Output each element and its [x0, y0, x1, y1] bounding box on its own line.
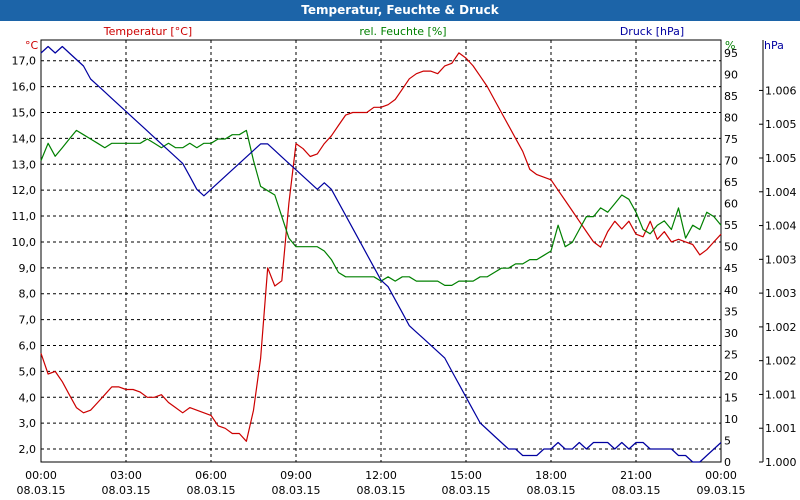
series-line-humidity [40, 129, 722, 286]
x-tick-time: 00:00 [705, 469, 737, 482]
humidity-unit: % [725, 39, 735, 52]
y-tick-pressure: 1.001 [765, 422, 797, 435]
y-tick-pressure: 1.006 [765, 84, 797, 97]
y-tick-temperature: 3,0 [19, 417, 37, 430]
y-tick-pressure: 1.005 [765, 152, 797, 165]
x-tick-date: 08.03.15 [612, 484, 661, 497]
x-tick-date: 08.03.15 [357, 484, 406, 497]
x-tick-date: 08.03.15 [442, 484, 491, 497]
y-tick-humidity: 85 [724, 90, 738, 103]
series-line-temperature [40, 52, 722, 442]
y-tick-temperature: 17,0 [12, 55, 37, 68]
y-tick-humidity: 30 [724, 327, 738, 340]
y-tick-pressure: 1.004 [765, 186, 797, 199]
y-tick-humidity: 60 [724, 198, 738, 211]
y-tick-temperature: 7,0 [19, 314, 37, 327]
x-tick-time: 03:00 [110, 469, 142, 482]
y-tick-pressure: 1.001 [765, 388, 797, 401]
y-tick-humidity: 35 [724, 305, 738, 318]
x-tick-time: 06:00 [195, 469, 227, 482]
y-tick-humidity: 65 [724, 176, 738, 189]
y-tick-humidity: 15 [724, 391, 738, 404]
humidity-axis-label: rel. Feuchte [%] [359, 25, 446, 38]
y-tick-humidity: 40 [724, 284, 738, 297]
x-tick-date: 08.03.15 [187, 484, 236, 497]
y-tick-temperature: 6,0 [19, 339, 37, 352]
y-tick-temperature: 13,0 [12, 158, 37, 171]
y-tick-temperature: 9,0 [19, 262, 37, 275]
y-tick-humidity: 90 [724, 68, 738, 81]
y-tick-pressure: 1.002 [765, 355, 797, 368]
y-tick-pressure: 1.005 [765, 118, 797, 131]
y-tick-humidity: 75 [724, 133, 738, 146]
x-tick-time: 12:00 [365, 469, 397, 482]
y-tick-pressure: 1.004 [765, 220, 797, 233]
y-tick-temperature: 11,0 [12, 210, 37, 223]
x-tick-time: 00:00 [25, 469, 57, 482]
y-tick-temperature: 14,0 [12, 132, 37, 145]
x-tick-time: 18:00 [535, 469, 567, 482]
x-tick-date: 08.03.15 [272, 484, 321, 497]
x-tick-time: 21:00 [620, 469, 652, 482]
y-tick-humidity: 50 [724, 241, 738, 254]
y-tick-temperature: 10,0 [12, 236, 37, 249]
y-tick-humidity: 20 [724, 370, 738, 383]
x-tick-date: 08.03.15 [102, 484, 151, 497]
temperature-unit: °C [25, 39, 39, 52]
y-tick-humidity: 80 [724, 112, 738, 125]
y-tick-humidity: 0 [724, 456, 731, 469]
chart-title: Temperatur, Feuchte & Druck [0, 0, 800, 21]
series-line-pressure [40, 45, 722, 463]
y-tick-humidity: 70 [724, 155, 738, 168]
x-tick-date: 08.03.15 [527, 484, 576, 497]
temperature-axis-label: Temperatur [°C] [103, 25, 192, 38]
y-tick-humidity: 10 [724, 413, 738, 426]
y-tick-humidity: 45 [724, 262, 738, 275]
pressure-unit: hPa [764, 39, 784, 52]
y-tick-temperature: 4,0 [19, 391, 37, 404]
x-tick-time: 09:00 [280, 469, 312, 482]
y-tick-humidity: 95 [724, 47, 738, 60]
y-tick-pressure: 1.003 [765, 287, 797, 300]
y-tick-temperature: 2,0 [19, 443, 37, 456]
y-tick-humidity: 25 [724, 348, 738, 361]
y-tick-pressure: 1.002 [765, 321, 797, 334]
y-tick-temperature: 15,0 [12, 106, 37, 119]
y-tick-temperature: 16,0 [12, 81, 37, 94]
y-tick-humidity: 5 [724, 434, 731, 447]
y-tick-pressure: 1.000 [765, 456, 797, 469]
y-tick-temperature: 5,0 [19, 365, 37, 378]
y-tick-temperature: 8,0 [19, 288, 37, 301]
x-tick-time: 15:00 [450, 469, 482, 482]
x-tick-date: 09.03.15 [697, 484, 746, 497]
y-tick-pressure: 1.003 [765, 253, 797, 266]
y-tick-humidity: 55 [724, 219, 738, 232]
y-tick-temperature: 12,0 [12, 184, 37, 197]
x-tick-date: 08.03.15 [17, 484, 66, 497]
pressure-axis-label: Druck [hPa] [620, 25, 684, 38]
